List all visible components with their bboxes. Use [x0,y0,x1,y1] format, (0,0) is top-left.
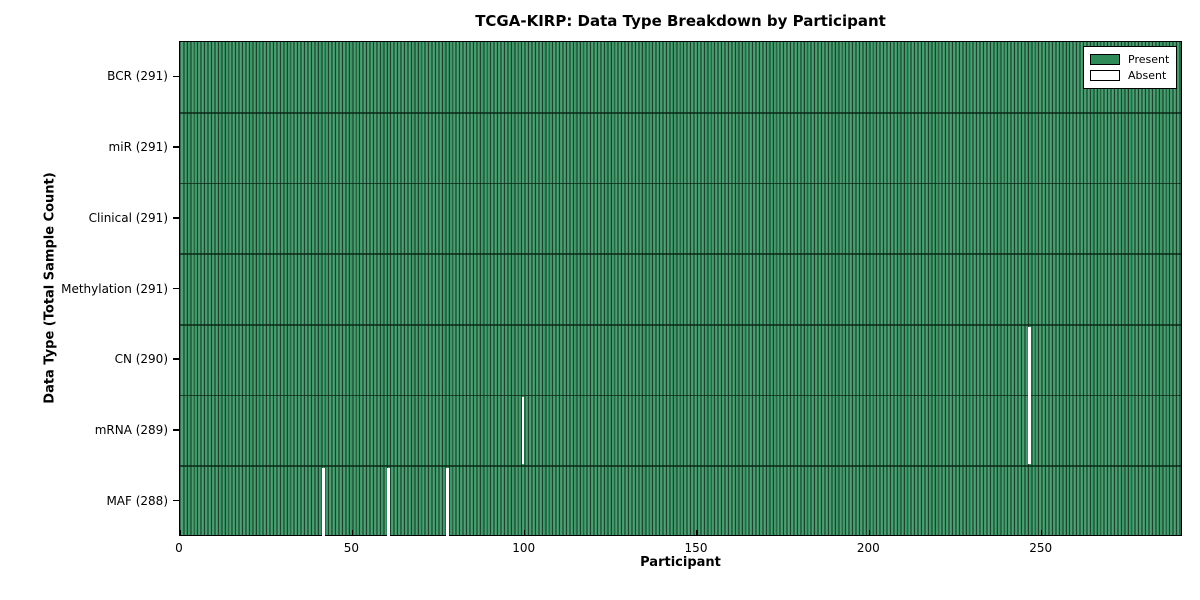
absent-gap [321,468,325,537]
legend-label: Absent [1128,69,1167,83]
row-separator [180,253,1181,255]
row-separator [180,394,1181,397]
row-separator [180,111,1181,114]
x-axis-label: Participant [640,555,721,570]
x-tick-label: 200 [856,541,880,555]
legend-label: Present [1128,52,1170,66]
y-tick [173,217,179,219]
absent-gap [387,468,390,537]
x-tick-label: 50 [343,541,359,555]
x-tick [1040,530,1043,535]
x-tick-label: 0 [175,541,183,555]
y-tick [173,358,179,360]
chart-title: TCGA-KIRP: Data Type Breakdown by Partic… [475,12,886,30]
y-tick-label-miR: miR (291) [108,140,168,155]
x-tick-label: 250 [1029,541,1053,555]
x-tick [523,530,526,535]
row-separator [180,182,1181,185]
legend-entry: Absent [1090,68,1170,83]
absent-gap [521,397,525,465]
legend-entry: Present [1090,52,1170,67]
y-tick-label-Methylation: Methylation (291) [61,281,168,296]
absent-gap [445,468,449,537]
y-tick [173,75,179,78]
x-tick [868,530,871,535]
y-tick-label-CN: CN (290) [114,352,168,367]
x-tick [696,530,698,535]
absent-gap [1028,326,1032,465]
row-separator [180,324,1181,326]
plot-area [179,41,1182,537]
y-tick-label-MAF: MAF (288) [106,493,168,508]
y-tick [173,499,179,502]
y-tick [173,429,179,431]
row-separator [180,465,1181,468]
y-tick [173,146,179,148]
legend: Present Absent [1083,46,1177,89]
y-tick-label-Clinical: Clinical (291) [88,210,168,225]
x-tick-label: 100 [512,541,536,555]
y-axis-label: Data Type (Total Sample Count) [42,172,58,404]
y-tick [173,287,179,290]
y-tick-label-BCR: BCR (291) [107,69,168,84]
x-tick-label: 150 [684,541,708,555]
x-tick [179,530,181,535]
y-tick-label-mRNA: mRNA (289) [94,422,168,437]
legend-swatch-present [1090,53,1120,65]
legend-swatch-absent [1090,70,1120,82]
x-tick [351,530,354,535]
